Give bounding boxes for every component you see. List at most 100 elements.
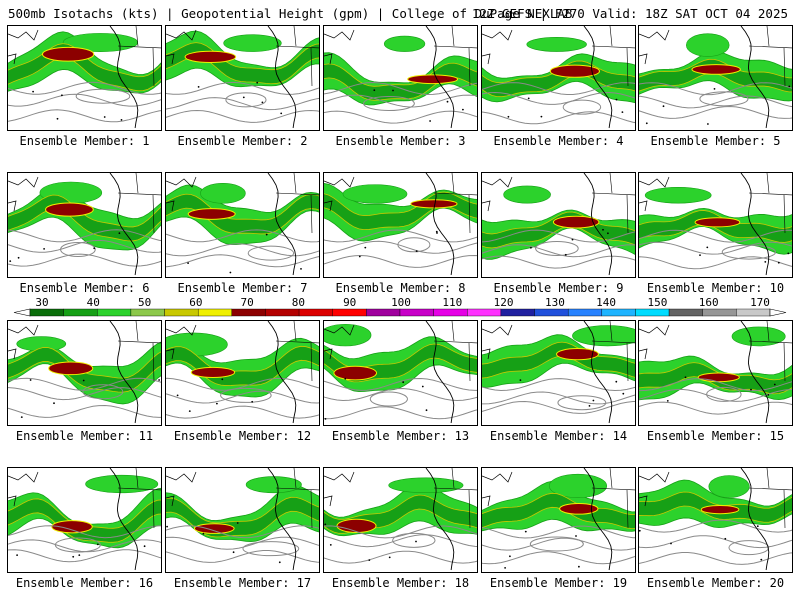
height-contour [166,254,319,268]
coastline [583,173,613,276]
ensemble-map [639,321,792,424]
colorbar-level-label: 50 [137,296,152,309]
jet-max-core [694,217,741,228]
island-dot [158,379,161,381]
height-contour [166,405,319,419]
island-dot [78,554,81,556]
political-borders [748,26,792,87]
height-contour [8,239,161,253]
colorbar-level-label: 80 [291,296,306,309]
ensemble-panel [165,172,320,278]
jet-max-core [556,348,599,361]
isotach-lobe [383,35,426,52]
island-dot [527,97,530,100]
ensemble-member-label: Ensemble Member: 19 [489,576,628,590]
island-dot [773,383,776,386]
asia-coastline [8,324,39,360]
ensemble-panel [323,320,478,426]
colorbar-level-label: 90 [343,296,357,309]
political-borders [433,468,477,529]
ensemble-member-label: Ensemble Member: 6 [19,281,150,295]
colorbar-level-label: 70 [240,296,254,309]
island-dot [767,394,770,396]
ensemble-member-label: Ensemble Member: 18 [331,576,470,590]
island-dot [202,532,205,535]
ensemble-member-label: Ensemble Member: 4 [493,134,624,148]
asia-coastline [482,176,513,212]
colorbar-swatch [467,308,502,317]
island-dot [32,90,34,93]
island-dot [278,561,281,564]
colorbar-level-label: 100 [391,296,411,309]
ensemble-map [166,26,319,129]
island-dot [764,261,767,263]
island-dot [699,254,701,256]
jet-max-core [549,64,600,78]
colorbar-level-label: 140 [596,296,617,309]
coastline [267,26,297,129]
island-dot [20,416,23,418]
ensemble-member-label: Ensemble Member: 15 [646,429,785,443]
height-contour [482,551,635,565]
closed-height-contour [706,386,742,402]
height-contour [639,82,792,96]
jet-max-core [190,366,236,379]
coastline [425,468,455,571]
ensemble-map [166,468,319,571]
closed-height-contour [535,240,579,256]
island-dot [216,402,218,405]
ensemble-panel [7,320,162,426]
colorbar-swatch [366,308,401,317]
valid-time-title: 12Z GEFS | F270 Valid: 18Z SAT OCT 04 20… [471,6,788,21]
colorbar-swatch [433,308,468,317]
island-dot [16,554,18,556]
height-contour [8,525,161,539]
height-contour [166,243,319,257]
height-contour [639,229,792,243]
asia-coastline [324,29,355,65]
coastline [425,26,455,129]
ensemble-member-label: Ensemble Member: 9 [493,281,624,295]
political-borders [275,173,319,234]
colorbar-swatch [130,308,165,317]
closed-height-contour [220,387,272,403]
coastline [109,468,139,571]
closed-height-contour [60,241,96,257]
island-dot [415,540,417,543]
island-dot [9,260,12,262]
isotach-band-mid [482,492,635,530]
ensemble-member-label: Ensemble Member: 3 [335,134,466,148]
political-borders [117,468,161,529]
height-contour [166,109,319,123]
height-contour [324,94,477,108]
island-dot [524,530,527,533]
ensemble-panel [638,320,793,426]
height-contour [482,255,635,269]
ensemble-map [324,26,477,129]
height-contour [639,256,792,270]
colorbar-swatch [500,308,535,317]
jet-max-core [407,74,459,85]
asia-coastline [639,324,670,360]
colorbar-level-label: 30 [35,296,49,309]
height-contour [324,81,477,96]
island-dot [265,233,268,236]
island-dot [392,89,394,92]
island-dot [706,246,709,249]
island-dot [53,402,55,405]
political-borders [117,26,161,87]
island-dot [324,523,327,526]
colorbar-swatch [265,308,300,317]
island-dot [388,556,391,559]
ensemble-member-label: Ensemble Member: 1 [19,134,150,148]
island-dot [421,385,424,388]
ensemble-panel [481,467,636,573]
height-contour [639,241,792,255]
political-borders [275,468,319,529]
closed-height-contour [363,96,415,112]
political-borders [117,321,161,382]
island-dot [621,111,624,113]
coastline [425,321,455,424]
height-contour [166,377,319,391]
height-contour [482,229,635,243]
